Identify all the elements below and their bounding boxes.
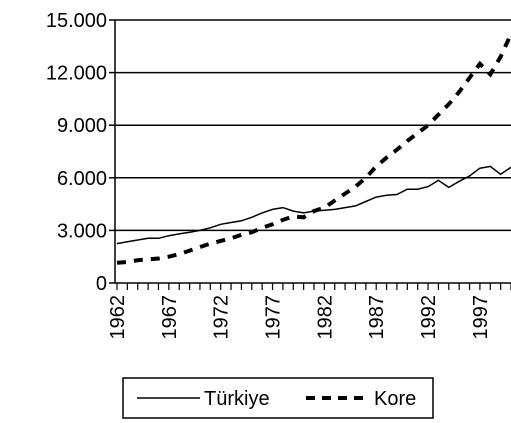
legend-label-kore: Kore xyxy=(374,388,416,410)
legend: Türkiye Kore xyxy=(122,377,434,419)
x-tick-label: 1997 xyxy=(470,295,492,340)
y-tick-label: 6.000 xyxy=(57,168,107,190)
y-tick-label: 0 xyxy=(96,273,107,295)
y-tick-label: 12.000 xyxy=(46,63,107,85)
x-tick-label: 1987 xyxy=(366,295,388,340)
x-tick-label: 1977 xyxy=(263,295,285,340)
y-tick-label: 15.000 xyxy=(46,10,107,32)
y-axis-tick-labels: 0 3.000 6.000 9.000 12.000 15.000 xyxy=(46,10,107,295)
legend-label-turkiye: Türkiye xyxy=(204,388,270,410)
series-line-kore xyxy=(116,33,511,265)
series-lines xyxy=(116,33,511,265)
x-tick-label: 1962 xyxy=(107,295,129,340)
axes xyxy=(109,19,511,290)
grid-lines xyxy=(115,19,511,232)
x-tick-label: 1982 xyxy=(314,295,336,340)
x-tick-label: 1967 xyxy=(159,295,181,340)
x-tick-label: 1972 xyxy=(211,295,233,340)
y-tick-label: 3.000 xyxy=(57,220,107,242)
x-tick-label: 1992 xyxy=(418,295,440,340)
y-tick-label: 9.000 xyxy=(57,115,107,137)
x-axis-tick-labels: 1962 1967 1972 1977 1982 1987 1992 1997 xyxy=(107,295,492,340)
